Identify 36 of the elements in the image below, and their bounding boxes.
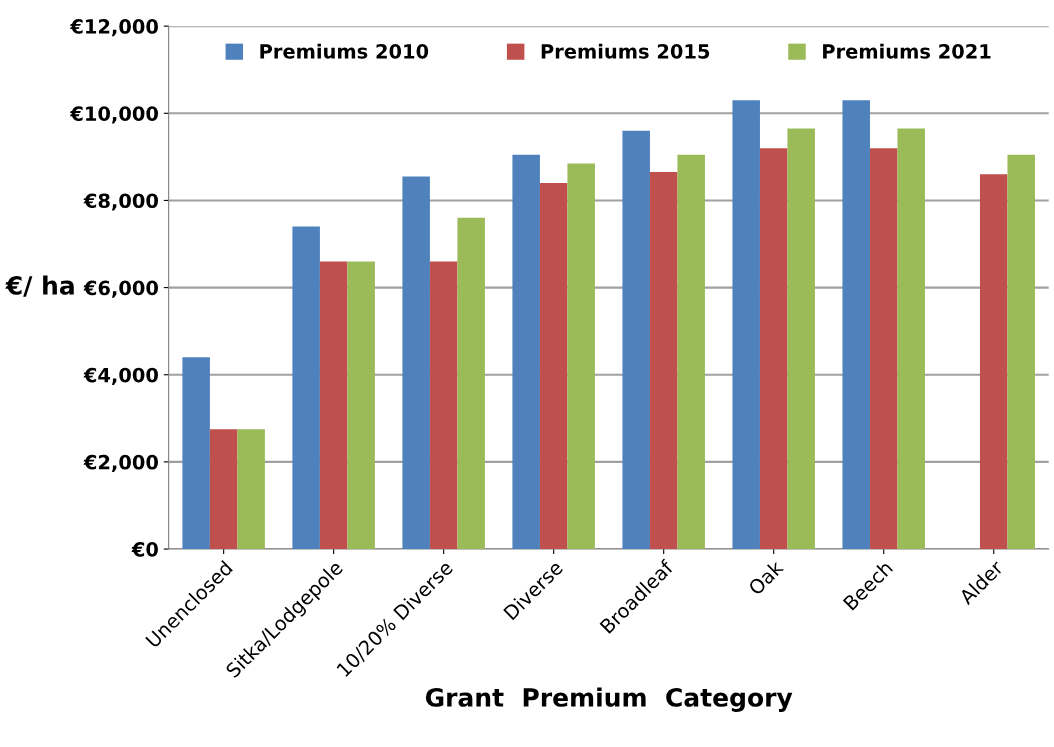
bar: [979, 174, 1008, 550]
y-tick-label: €4,000: [83, 367, 158, 385]
bar: [319, 261, 348, 550]
bar: [787, 128, 815, 550]
legend-label: Premiums 2021: [823, 43, 991, 59]
y-tick-label: €12,000: [69, 19, 158, 37]
y-tick-label: €0: [131, 542, 158, 557]
y-tick-label: €6,000: [83, 280, 158, 298]
bar: [1007, 154, 1035, 550]
bar: [622, 130, 650, 550]
y-axis-title: €/ ha: [5, 275, 74, 297]
bar: [347, 261, 375, 550]
x-tick-label: Oak: [747, 558, 785, 596]
bar: [759, 148, 788, 550]
bar: [512, 154, 540, 550]
bar: [292, 226, 320, 550]
bar: [429, 261, 458, 550]
legend-label: Premiums 2010: [260, 43, 429, 59]
bar: [732, 100, 760, 550]
bar: [869, 148, 898, 550]
x-axis-title: Grant Premium Category: [425, 687, 793, 712]
bar: [402, 176, 430, 550]
bar: [842, 100, 870, 550]
legend-label: Premiums 2015: [541, 43, 710, 59]
bar: [182, 357, 210, 550]
bar: [539, 183, 568, 550]
bar: [457, 217, 485, 550]
bar: [567, 163, 595, 550]
bar: [897, 128, 925, 550]
bar: [649, 172, 678, 550]
y-tick-label: €8,000: [83, 193, 158, 211]
bar: [677, 154, 705, 550]
bar: [209, 429, 238, 550]
y-tick-label: €10,000: [69, 106, 158, 124]
y-tick-label: €2,000: [83, 454, 158, 473]
bar: [237, 429, 265, 550]
